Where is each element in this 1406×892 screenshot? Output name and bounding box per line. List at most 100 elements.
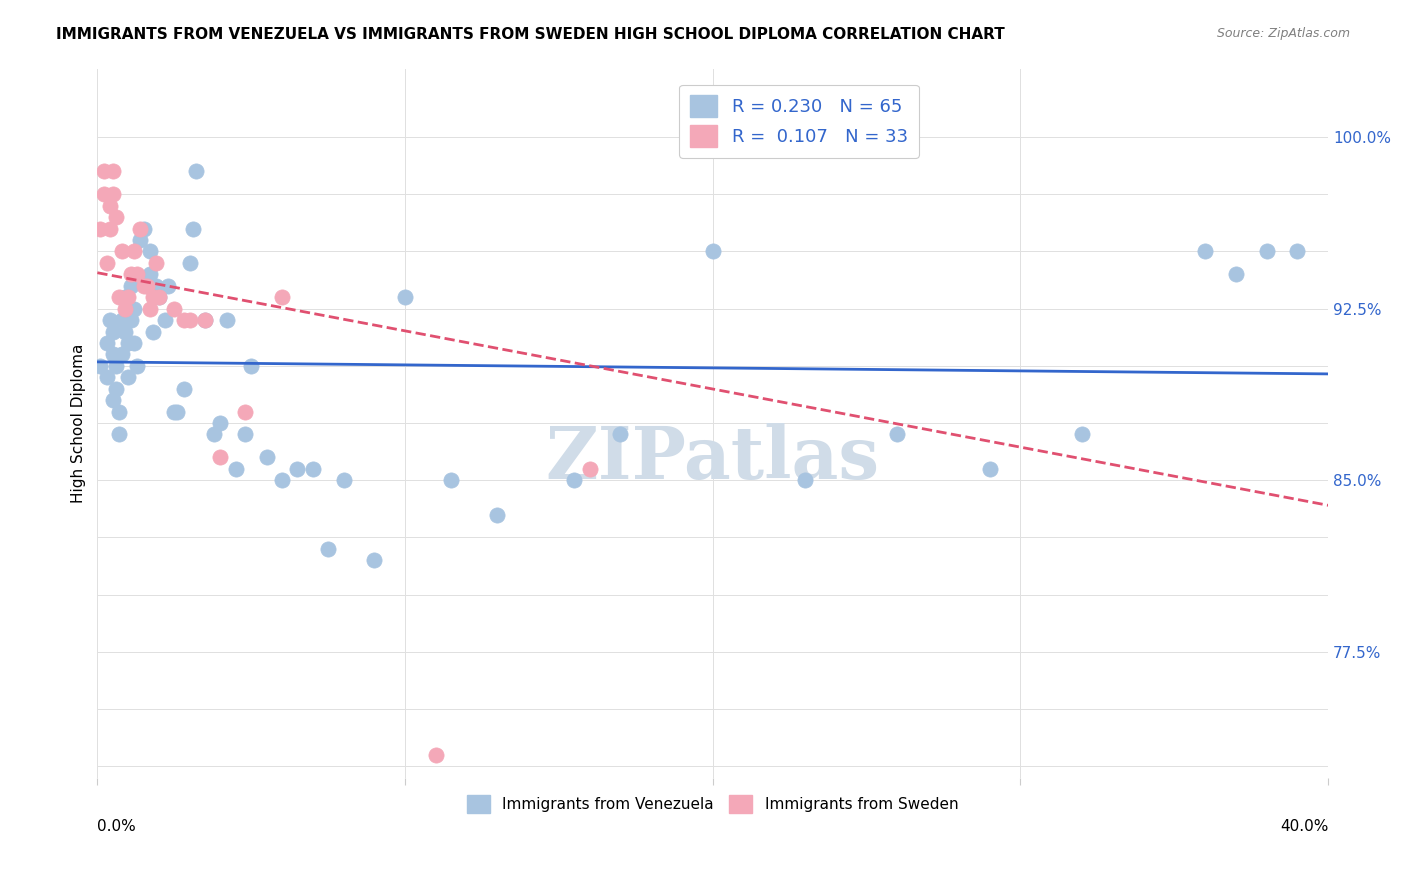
Point <box>215 313 238 327</box>
Point <box>271 290 294 304</box>
Point <box>132 278 155 293</box>
Point <box>111 347 134 361</box>
Text: 40.0%: 40.0% <box>1279 819 1329 834</box>
Point <box>886 427 908 442</box>
Point <box>96 370 118 384</box>
Point <box>124 301 146 316</box>
Point <box>194 313 217 327</box>
Point <box>104 359 127 373</box>
Point <box>104 210 127 224</box>
Point <box>89 359 111 373</box>
Point <box>886 130 908 145</box>
Point <box>184 164 207 178</box>
Point <box>127 359 149 373</box>
Point <box>98 313 121 327</box>
Point <box>271 473 294 487</box>
Point <box>578 462 600 476</box>
Point <box>138 244 160 259</box>
Point <box>98 221 121 235</box>
Point <box>124 244 146 259</box>
Point <box>163 301 186 316</box>
Point <box>240 359 263 373</box>
Point <box>163 404 186 418</box>
Point <box>93 164 115 178</box>
Point <box>129 233 152 247</box>
Point <box>124 335 146 350</box>
Point <box>173 313 195 327</box>
Point <box>148 290 170 304</box>
Point <box>117 290 139 304</box>
Point <box>98 199 121 213</box>
Point <box>1225 268 1247 282</box>
Point <box>702 244 724 259</box>
Point <box>101 325 124 339</box>
Point <box>93 187 115 202</box>
Point <box>1194 244 1216 259</box>
Point <box>1071 427 1094 442</box>
Point <box>209 450 232 465</box>
Point <box>301 462 323 476</box>
Point <box>1256 244 1278 259</box>
Point <box>129 221 152 235</box>
Point <box>101 347 124 361</box>
Point <box>425 747 447 762</box>
Point <box>120 313 142 327</box>
Point <box>233 404 256 418</box>
Point <box>135 278 157 293</box>
Point <box>127 268 149 282</box>
Point <box>114 325 136 339</box>
Point <box>181 221 204 235</box>
Point <box>179 313 201 327</box>
Point <box>145 278 167 293</box>
Point <box>225 462 247 476</box>
Point <box>138 301 160 316</box>
Point <box>89 221 111 235</box>
Point <box>609 427 631 442</box>
Point <box>101 164 124 178</box>
Point <box>104 382 127 396</box>
Point <box>194 313 217 327</box>
Point <box>145 256 167 270</box>
Point <box>179 256 201 270</box>
Point <box>316 541 339 556</box>
Point <box>148 290 170 304</box>
Point <box>101 187 124 202</box>
Point <box>120 278 142 293</box>
Point <box>108 290 131 304</box>
Point <box>114 290 136 304</box>
Point <box>96 256 118 270</box>
Point <box>562 473 585 487</box>
Point <box>363 553 385 567</box>
Point <box>256 450 278 465</box>
Point <box>138 268 160 282</box>
Text: ZIPatlas: ZIPatlas <box>546 423 880 494</box>
Text: IMMIGRANTS FROM VENEZUELA VS IMMIGRANTS FROM SWEDEN HIGH SCHOOL DIPLOMA CORRELAT: IMMIGRANTS FROM VENEZUELA VS IMMIGRANTS … <box>56 27 1005 42</box>
Point <box>108 427 131 442</box>
Point <box>166 404 188 418</box>
Point <box>142 325 165 339</box>
Text: Source: ZipAtlas.com: Source: ZipAtlas.com <box>1216 27 1350 40</box>
Point <box>979 462 1001 476</box>
Point <box>108 404 131 418</box>
Point <box>209 416 232 430</box>
Legend: Immigrants from Venezuela, Immigrants from Sweden: Immigrants from Venezuela, Immigrants fr… <box>461 789 965 820</box>
Point <box>111 313 134 327</box>
Point <box>285 462 308 476</box>
Point <box>157 278 180 293</box>
Point <box>332 473 354 487</box>
Point <box>114 301 136 316</box>
Point <box>132 221 155 235</box>
Y-axis label: High School Diploma: High School Diploma <box>72 343 86 503</box>
Point <box>1286 244 1309 259</box>
Point <box>96 335 118 350</box>
Point <box>117 370 139 384</box>
Point <box>101 393 124 408</box>
Point <box>142 290 165 304</box>
Point <box>794 473 817 487</box>
Point <box>120 268 142 282</box>
Point <box>173 382 195 396</box>
Point <box>486 508 509 522</box>
Text: 0.0%: 0.0% <box>97 819 136 834</box>
Point <box>153 313 176 327</box>
Point <box>202 427 225 442</box>
